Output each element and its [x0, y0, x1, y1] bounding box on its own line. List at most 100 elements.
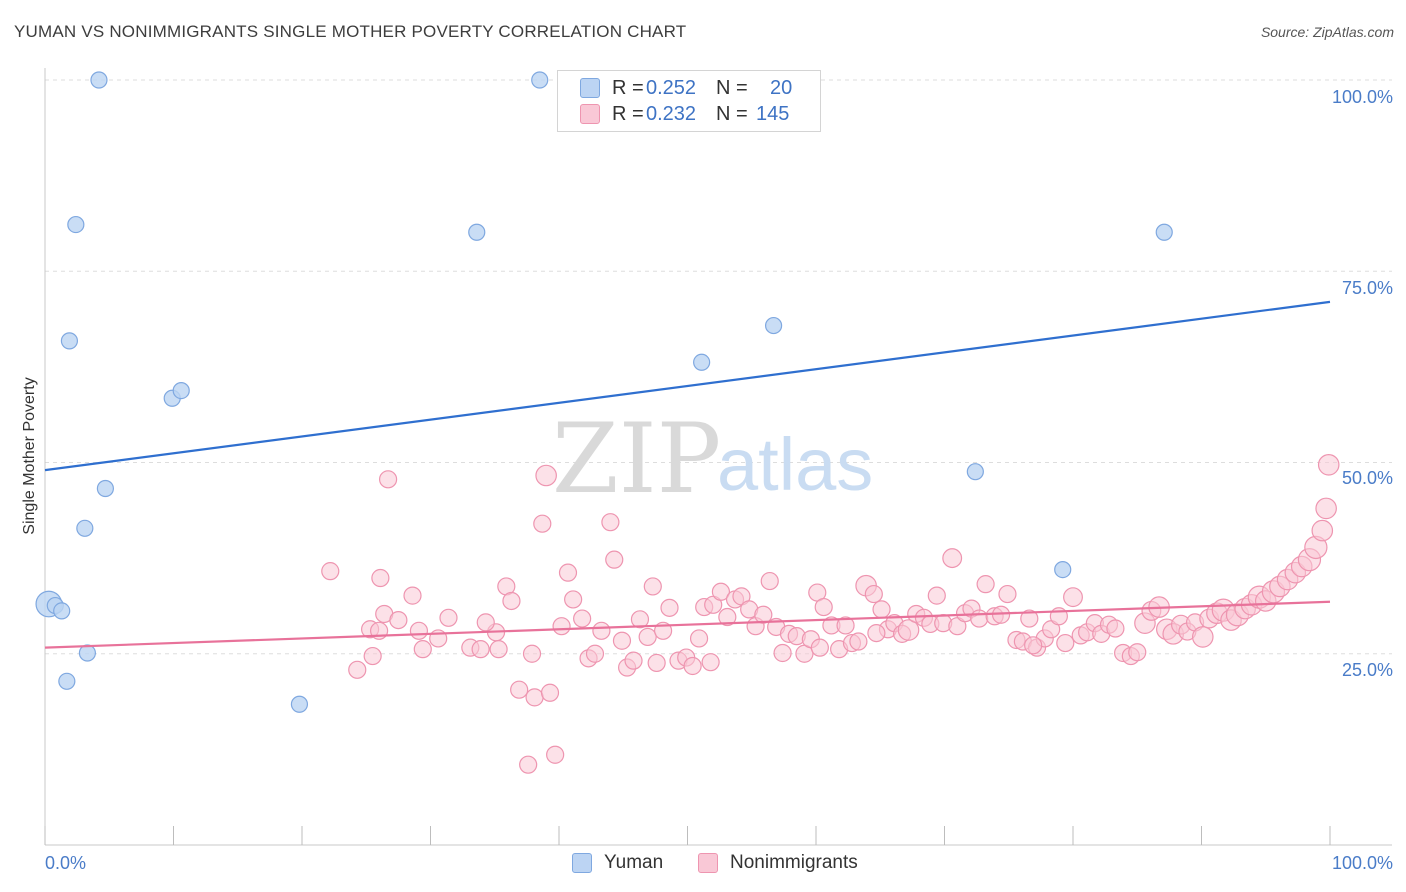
nonimmigrants-point [1311, 519, 1334, 542]
yuman-point [764, 316, 783, 335]
nonimmigrants-point [409, 621, 429, 640]
nonimmigrants-point [849, 632, 868, 651]
nonimmigrants-point [927, 586, 946, 605]
yuman-legend-swatch [572, 853, 592, 873]
nonimmigrants-point [1020, 609, 1039, 628]
yuman-point [172, 381, 190, 400]
yuman-point [53, 602, 71, 620]
nonimmigrants-point [535, 464, 557, 487]
nonimmigrants-point [630, 610, 650, 629]
legend-r-label: R = [612, 102, 644, 125]
nonimmigrants-point [1317, 453, 1340, 476]
yuman-point [58, 672, 76, 690]
yuman-point [966, 463, 984, 481]
nonimmigrants-point [701, 653, 720, 672]
trend-lines [44, 300, 1331, 649]
nonimmigrants-point [897, 619, 920, 641]
nonimmigrants-point [612, 631, 632, 650]
nonimmigrants-point [773, 643, 792, 663]
yuman-point [96, 479, 114, 498]
yuman-point [67, 215, 85, 234]
nonimmigrants-point [525, 688, 544, 707]
nonimmigrants-point [976, 575, 995, 594]
legend-n-label: N = [716, 102, 748, 125]
nonimmigrants-point [638, 627, 657, 647]
nonimmigrants-point [1191, 626, 1214, 648]
legend-r-value: 0.232 [646, 102, 697, 125]
legend-item-nonimmigrants[interactable]: Nonimmigrants [698, 852, 858, 874]
nonimmigrants-point [643, 577, 662, 596]
nonimmigrants-point [389, 610, 408, 630]
nonimmigrants-trend-line [44, 600, 1331, 649]
nonimmigrants-point [540, 683, 560, 702]
stats-legend: R = 0.252 N = 20 R = 0.232 N = 145 [557, 70, 821, 132]
nonimmigrants-point [592, 621, 611, 640]
nonimmigrants-point [711, 582, 731, 601]
nonimmigrants-point [864, 584, 883, 604]
yuman-point [1054, 560, 1072, 579]
nonimmigrants-point [624, 651, 643, 670]
nonimmigrants-point [519, 755, 538, 774]
nonimmigrants-point [564, 590, 583, 609]
nonimmigrants-point [1056, 633, 1075, 653]
nonimmigrants-point [942, 548, 963, 569]
legend-item-yuman[interactable]: Yuman [572, 852, 663, 874]
nonimmigrants-point [522, 644, 542, 663]
nonimmigrants-point [348, 660, 367, 679]
nonimmigrants-point [552, 617, 571, 636]
yuman-point [90, 71, 108, 89]
yuman-trend-line [44, 300, 1331, 472]
nonimmigrants-point [718, 607, 737, 627]
grid-lines [45, 79, 1392, 655]
nonimmigrants-point [1106, 619, 1125, 638]
nonimmigrants-point [647, 653, 666, 673]
nonimmigrants-point [321, 562, 340, 581]
nonimmigrants-point [683, 656, 702, 676]
nonimmigrants-point [760, 571, 779, 591]
nonimmigrants-point [378, 470, 398, 489]
nonimmigrants-swatch [580, 104, 600, 124]
nonimmigrants-point [476, 613, 495, 632]
nonimmigrants-point [471, 640, 490, 659]
legend-row-nonimmigrants: R = 0.232 N = 145 [580, 102, 789, 126]
nonimmigrants-legend-label: Nonimmigrants [730, 852, 858, 873]
nonimmigrants-point [1315, 497, 1337, 520]
nonimmigrants-point [585, 644, 605, 663]
nonimmigrants-point [371, 568, 390, 588]
source-credit: Source: ZipAtlas.com [1260, 24, 1394, 40]
yuman-point [531, 71, 549, 89]
watermark-atlas: atlas [717, 423, 873, 506]
nonimmigrants-point [1128, 643, 1147, 662]
yuman-point [60, 332, 79, 350]
legend-r-value: 0.252 [646, 76, 697, 99]
legend-n-label: N = [716, 76, 748, 99]
watermark: ZIP atlas [552, 403, 873, 515]
y-tick-label: 25.0% [1342, 660, 1393, 680]
yuman-point [78, 644, 97, 662]
x-tick-label: 100.0% [1332, 853, 1393, 873]
tick-labels: 25.0% 50.0% 75.0% 100.0% 0.0% 100.0% [45, 87, 1393, 873]
yuman-series [35, 71, 1173, 713]
watermark-zip: ZIP [552, 403, 721, 515]
yuman-point [468, 223, 486, 241]
series-legend: Yuman Nonimmigrants [0, 852, 1406, 876]
axes [44, 68, 1392, 846]
nonimmigrants-point [510, 680, 529, 699]
nonimmigrants-point [867, 623, 886, 643]
nonimmigrants-point [403, 586, 422, 605]
chart-title: YUMAN VS NONIMMIGRANTS SINGLE MOTHER POV… [14, 22, 687, 41]
x-tick-label: 0.0% [45, 853, 86, 873]
nonimmigrants-point [689, 629, 709, 648]
nonimmigrants-series [321, 453, 1340, 774]
legend-r-label: R = [612, 76, 644, 99]
nonimmigrants-point [872, 600, 891, 619]
y-axis-label: Single Mother Poverty [21, 377, 38, 534]
y-tick-label: 50.0% [1342, 468, 1393, 488]
nonimmigrants-point [413, 640, 432, 659]
yuman-swatch [580, 78, 600, 98]
nonimmigrants-point [836, 616, 855, 635]
nonimmigrants-point [660, 598, 679, 617]
yuman-legend-label: Yuman [604, 852, 664, 873]
yuman-point [693, 353, 711, 371]
